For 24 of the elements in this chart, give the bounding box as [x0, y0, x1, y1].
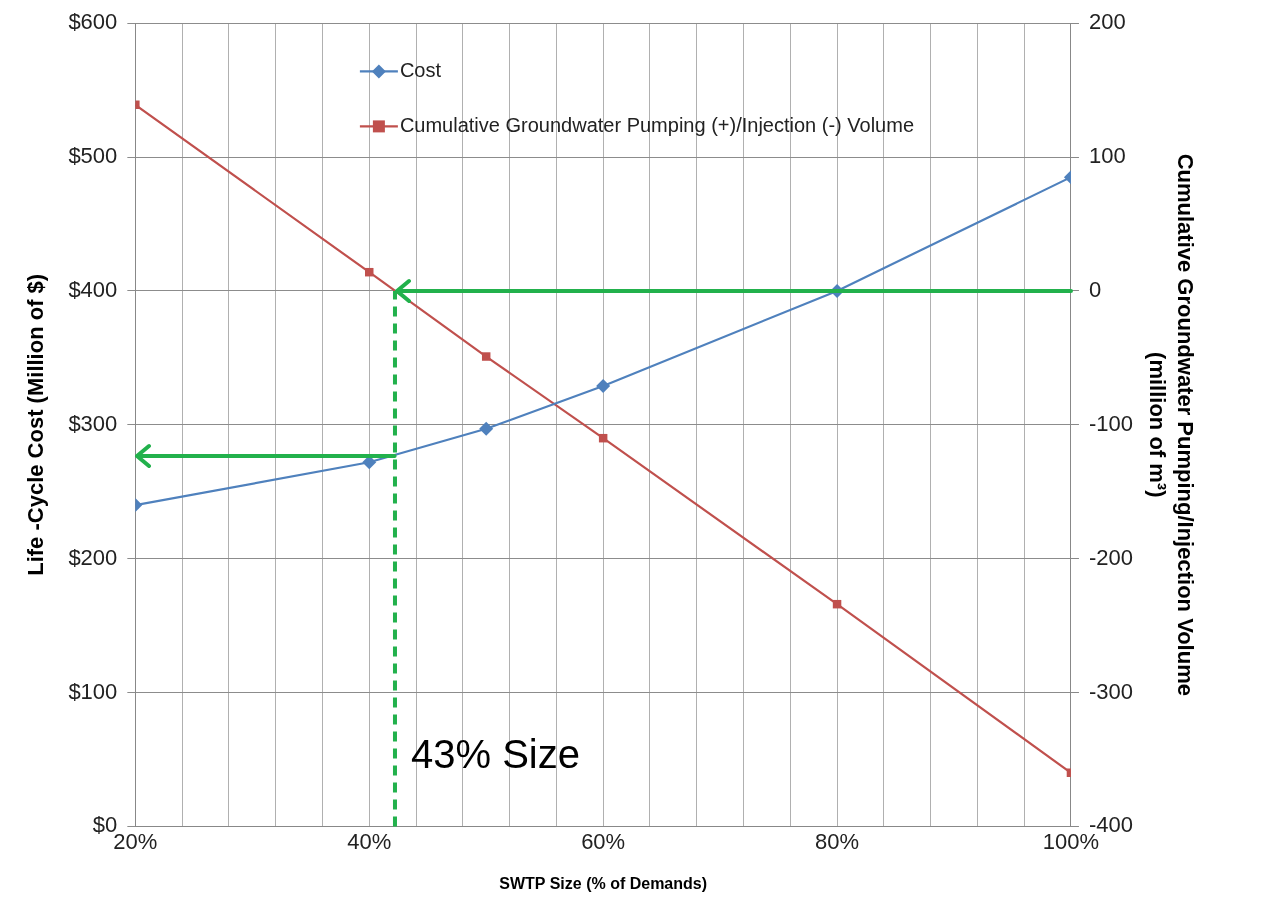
y-tick-label: $300	[68, 410, 118, 436]
legend-label: Cost	[399, 58, 442, 81]
y-tick-label: $200	[68, 544, 118, 570]
y-tick-label: $400	[68, 277, 118, 302]
point	[596, 378, 611, 393]
y2-axis-title: Cumulative Groundwater Pumping/Injection Volume (million of m³)	[1144, 153, 1198, 696]
ref-line-label: 43% Size	[410, 732, 580, 777]
x-tick-label: 80%	[815, 828, 860, 854]
y-tick-label: $600	[68, 9, 118, 35]
point	[479, 421, 494, 436]
legend-label: Cumulative Groundwater Pumping (+)/Injection (-) Volume	[399, 113, 915, 136]
y-axis-title: Life -Cycle Cost (Million of $)	[23, 273, 49, 576]
y2-tick-label: 100	[1088, 143, 1126, 169]
y2-tick-label: -200	[1088, 544, 1134, 570]
y-tick-label: $100	[68, 678, 118, 704]
x-axis-title: SWTP Size (% of Demands)	[499, 874, 708, 892]
y2-tick-label: -300	[1088, 678, 1134, 704]
y-tick-label: $500	[68, 143, 118, 169]
point	[481, 352, 491, 361]
x-tick-label: 60%	[581, 828, 626, 854]
y2-tick-label: 200	[1088, 9, 1126, 35]
x-tick-label: 40%	[347, 828, 392, 854]
y2-tick-label: -100	[1088, 410, 1134, 436]
y2-tick-label: 0	[1088, 277, 1102, 302]
